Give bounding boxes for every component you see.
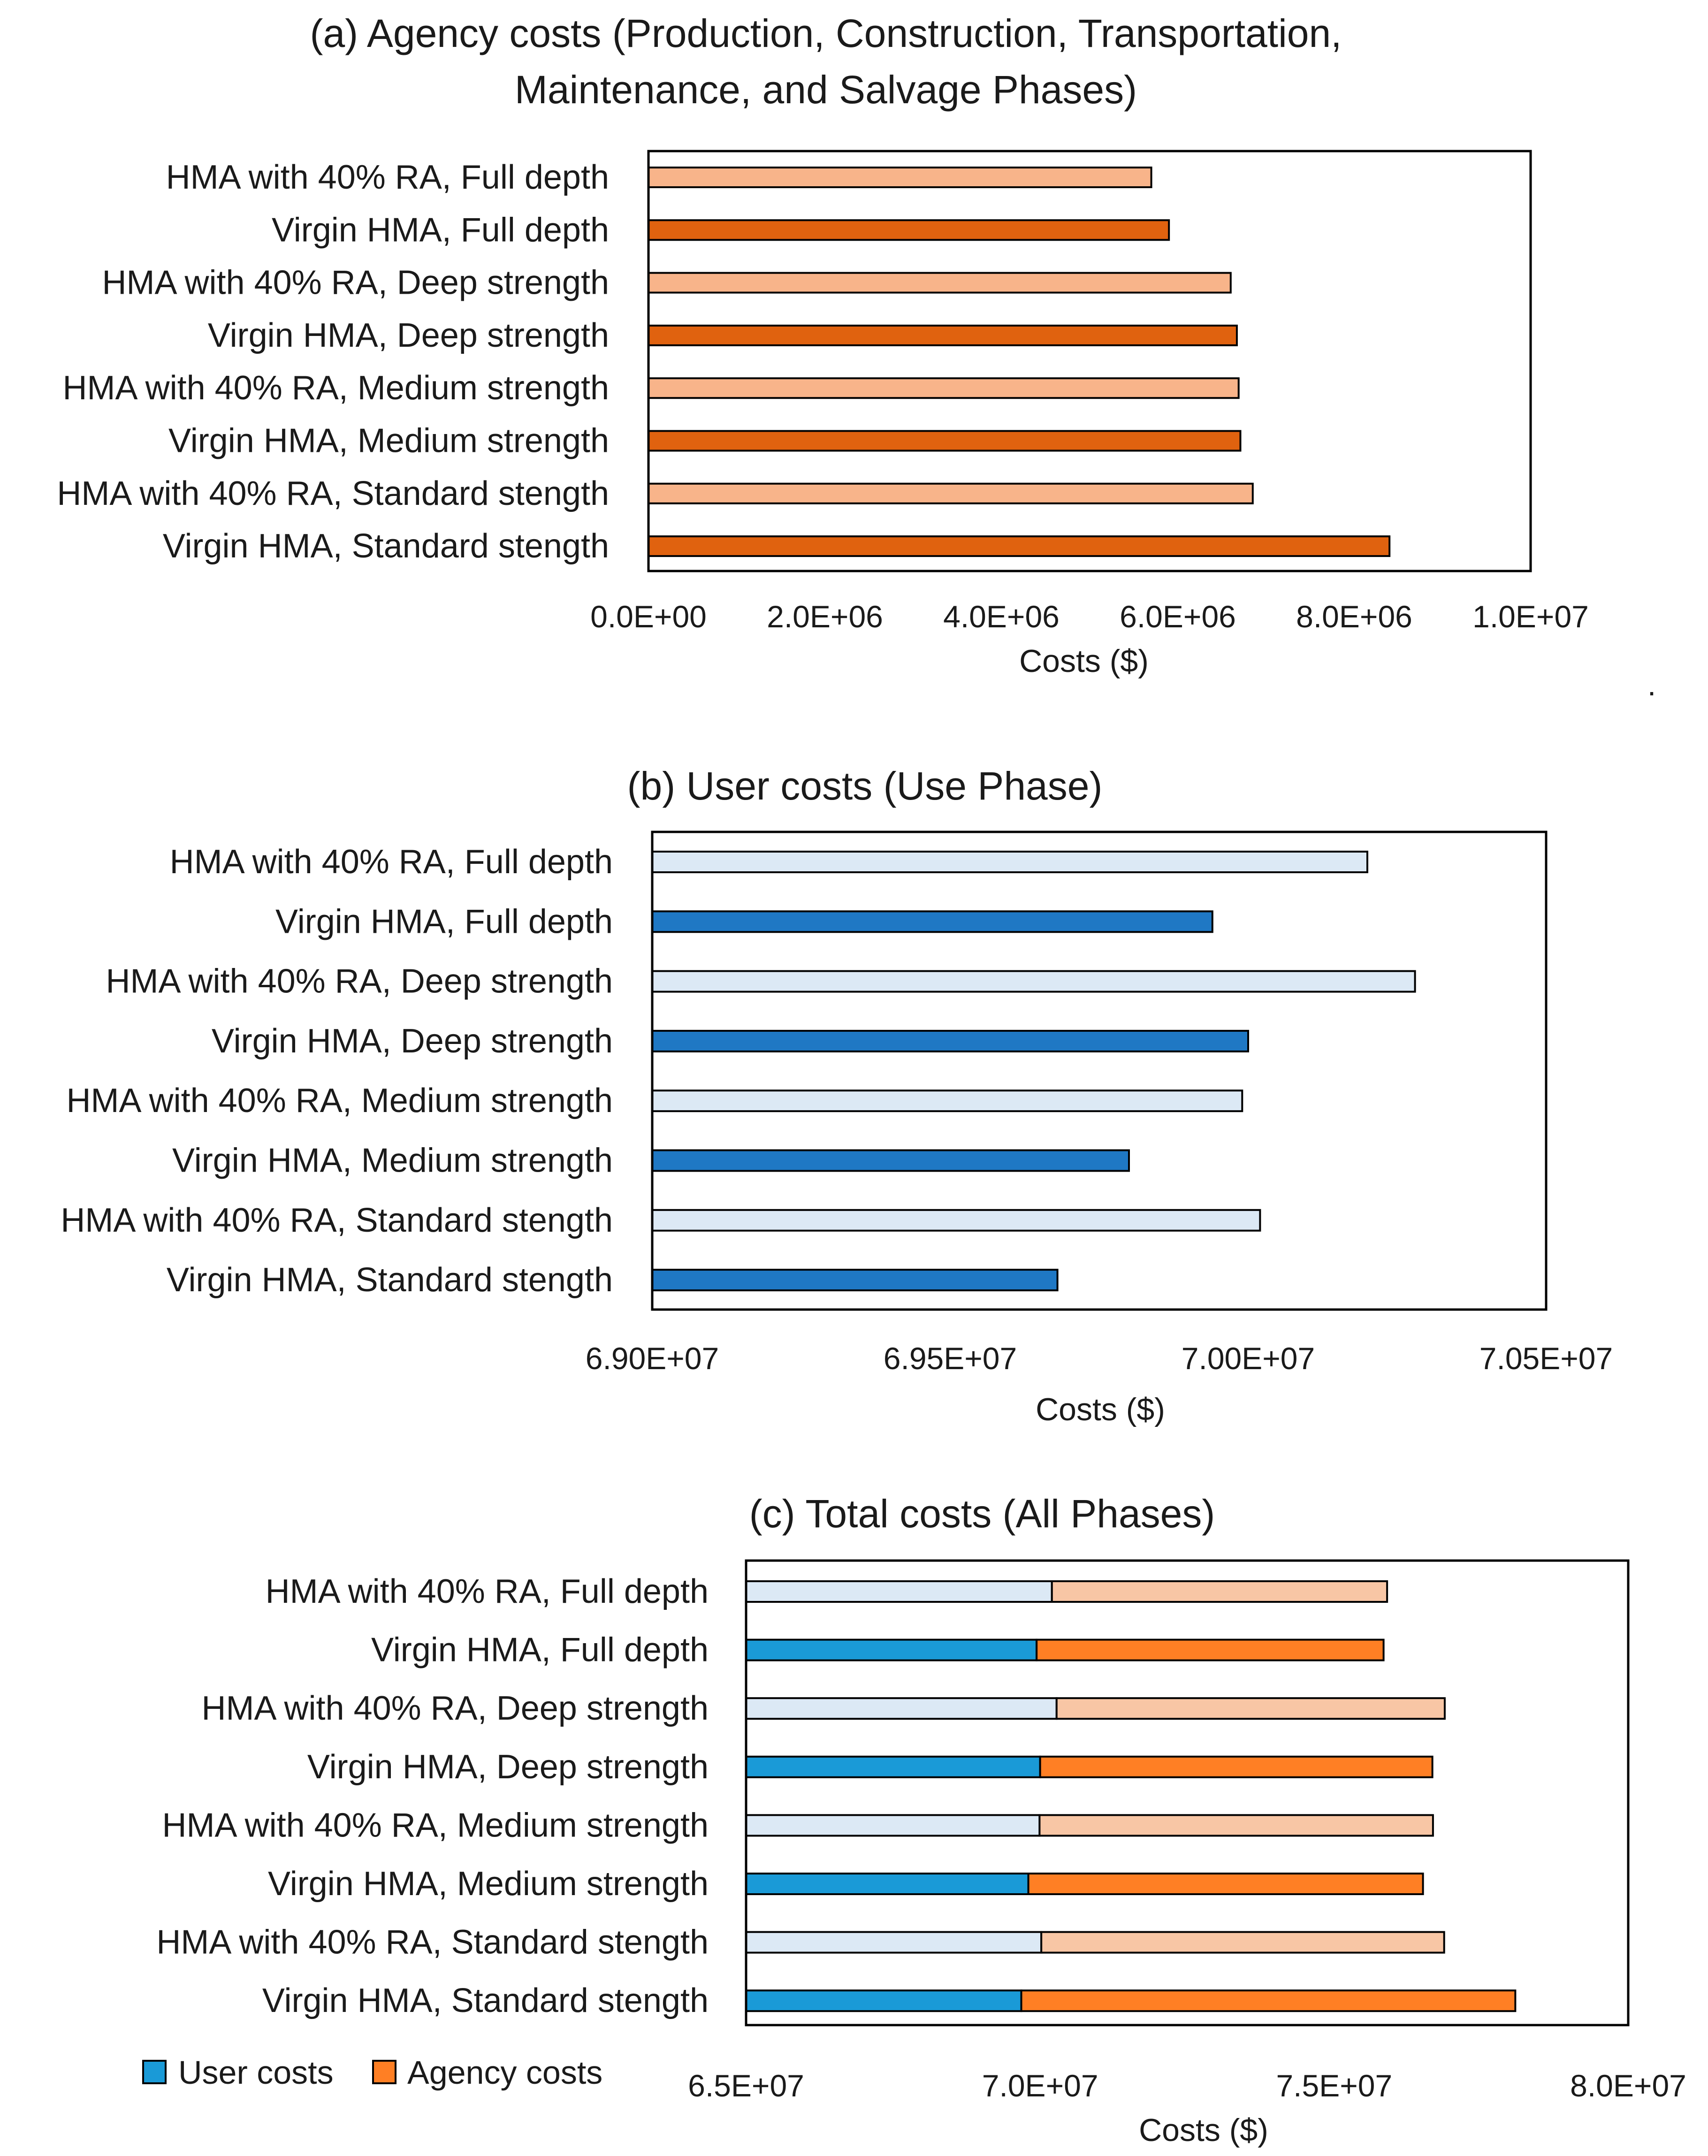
- chart-panel-2: (c) Total costs (All Phases) HMA with 40%…: [142, 1492, 1686, 2148]
- x-axis-label: Costs ($): [1036, 1392, 1165, 1427]
- category-label: Virgin HMA, Standard stength: [262, 1982, 709, 2019]
- bar-agency-costs: [1036, 1638, 1385, 1661]
- category-label: HMA with 40% RA, Deep strength: [106, 963, 613, 1000]
- bar: [648, 377, 1240, 399]
- category-label: Virgin HMA, Deep strength: [212, 1022, 613, 1060]
- plot-area-frame: [745, 1559, 1630, 2026]
- category-label: Virgin HMA, Deep strength: [307, 1748, 709, 1786]
- chart-title: (a) Agency costs (Production, Constructi…: [310, 11, 1342, 55]
- bar-agency-costs: [1055, 1697, 1446, 1720]
- bar: [651, 1269, 1059, 1292]
- bar: [648, 167, 1152, 188]
- bar-user-costs: [745, 1697, 1058, 1720]
- category-label: HMA with 40% RA, Medium strength: [63, 369, 609, 407]
- bar: [648, 535, 1391, 557]
- legend-label: User costs: [178, 2054, 334, 2091]
- category-label: HMA with 40% RA, Medium strength: [162, 1806, 709, 1844]
- bar: [648, 272, 1232, 294]
- x-tick-label: 0.0E+00: [590, 599, 707, 634]
- category-label: Virgin HMA, Medium strength: [172, 1142, 613, 1180]
- bar: [651, 1089, 1243, 1112]
- bar-agency-costs: [1040, 1931, 1445, 1954]
- bar-agency-costs: [1020, 1989, 1517, 2012]
- bar: [648, 482, 1254, 504]
- bar-user-costs: [745, 1873, 1029, 1895]
- x-tick-label: 1.0E+07: [1472, 599, 1589, 634]
- bar-user-costs: [745, 1580, 1053, 1603]
- category-label: HMA with 40% RA, Full depth: [170, 843, 613, 881]
- category-label: Virgin HMA, Medium strength: [168, 422, 609, 460]
- bar: [651, 1029, 1249, 1052]
- x-tick-label: 7.5E+07: [1276, 2068, 1392, 2103]
- x-tick-label: 6.5E+07: [688, 2068, 804, 2103]
- category-label: HMA with 40% RA, Deep strength: [102, 264, 610, 302]
- bar-user-costs: [745, 1755, 1041, 1778]
- bar-user-costs: [745, 1638, 1038, 1661]
- bar: [651, 970, 1416, 993]
- x-axis-label: Costs ($): [1139, 2112, 1268, 2148]
- category-label: Virgin HMA, Full depth: [275, 903, 613, 940]
- category-label: HMA with 40% RA, Full depth: [166, 159, 609, 196]
- x-tick-label: 8.0E+06: [1296, 599, 1412, 634]
- legend-label: Agency costs: [407, 2054, 602, 2091]
- x-tick-label: 2.0E+06: [767, 599, 883, 634]
- category-label: Virgin HMA, Medium strength: [268, 1865, 709, 1903]
- x-tick-label: 6.90E+07: [586, 1341, 719, 1376]
- plot-area-frame: [651, 830, 1548, 1311]
- chart-title: (b) User costs (Use Phase): [627, 764, 1103, 808]
- bar-agency-costs: [1038, 1814, 1434, 1837]
- bar-user-costs: [745, 1814, 1041, 1837]
- bar: [648, 430, 1242, 452]
- x-tick-label: 8.0E+07: [1570, 2068, 1686, 2103]
- category-label: Virgin HMA, Standard stength: [163, 527, 609, 565]
- x-tick-label: 6.0E+06: [1120, 599, 1236, 634]
- chart-panel-0: (a) Agency costs (Production, Constructi…: [57, 11, 1588, 679]
- bar-agency-costs: [1051, 1580, 1388, 1603]
- bar-agency-costs: [1039, 1755, 1434, 1778]
- bar-agency-costs: [1027, 1873, 1424, 1895]
- category-label: HMA with 40% RA, Standard stength: [57, 475, 609, 512]
- x-tick-label: 7.00E+07: [1182, 1341, 1315, 1376]
- x-tick-label: 6.95E+07: [884, 1341, 1017, 1376]
- category-label: Virgin HMA, Deep strength: [208, 317, 609, 354]
- bar: [651, 910, 1213, 933]
- bar: [651, 1149, 1130, 1172]
- legend-swatch-user-costs: [142, 2060, 167, 2084]
- stray-mark: .: [1647, 667, 1656, 702]
- bar: [651, 1209, 1261, 1232]
- chart-title: Maintenance, and Salvage Phases): [515, 68, 1137, 112]
- category-label: HMA with 40% RA, Deep strength: [202, 1690, 709, 1727]
- category-label: HMA with 40% RA, Medium strength: [67, 1082, 613, 1120]
- plot-area-frame: [647, 150, 1532, 572]
- category-label: Virgin HMA, Standard stength: [167, 1261, 613, 1299]
- x-tick-label: 7.05E+07: [1479, 1341, 1613, 1376]
- category-label: HMA with 40% RA, Full depth: [266, 1573, 709, 1610]
- bar: [651, 851, 1368, 873]
- category-label: HMA with 40% RA, Standard stength: [156, 1924, 709, 1961]
- chart-title: (c) Total costs (All Phases): [749, 1492, 1215, 1536]
- legend-swatch-agency-costs: [372, 2060, 396, 2084]
- x-axis-label: Costs ($): [1019, 643, 1149, 679]
- x-tick-label: 4.0E+06: [943, 599, 1060, 634]
- bar-user-costs: [745, 1989, 1022, 2012]
- category-label: Virgin HMA, Full depth: [371, 1631, 709, 1669]
- bar-user-costs: [745, 1931, 1043, 1954]
- bar: [648, 219, 1170, 241]
- category-label: Virgin HMA, Full depth: [272, 211, 609, 249]
- x-tick-label: 7.0E+07: [982, 2068, 1098, 2103]
- chart-panel-1: (b) User costs (Use Phase) HMA with 40% R…: [61, 764, 1613, 1427]
- bar: [648, 324, 1238, 346]
- category-label: HMA with 40% RA, Standard stength: [61, 1202, 613, 1239]
- legend: User costs Agency costs: [142, 2054, 602, 2091]
